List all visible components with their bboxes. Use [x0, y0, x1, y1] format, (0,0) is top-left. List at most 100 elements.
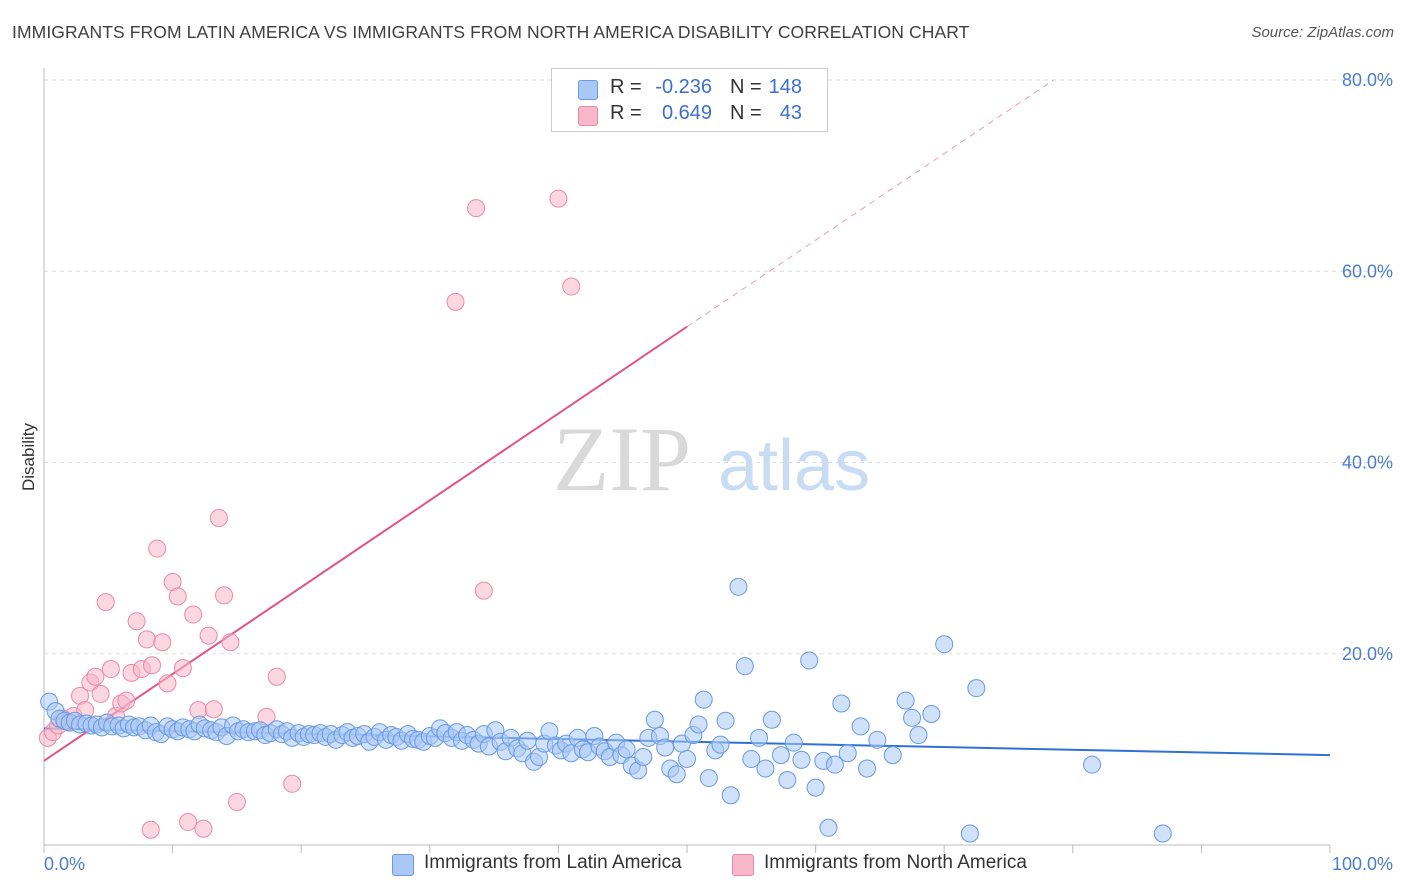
data-point-latin-america — [851, 717, 870, 736]
data-point-latin-america — [896, 691, 915, 710]
grid-lines — [44, 79, 1392, 655]
data-point-latin-america — [868, 730, 887, 749]
data-point-north-america — [209, 508, 228, 527]
legend-r-value: 0.649 — [661, 102, 712, 124]
data-point-north-america — [153, 633, 172, 652]
x-tick-label: 100.0% — [1332, 854, 1393, 874]
data-point-latin-america — [711, 735, 730, 754]
data-point-latin-america — [967, 679, 986, 698]
data-point-north-america — [199, 626, 218, 645]
x-tick-label: 0.0% — [44, 854, 85, 874]
data-point-latin-america — [778, 770, 797, 789]
data-point-latin-america — [832, 694, 851, 713]
data-point-latin-america — [960, 824, 979, 843]
legend-n-label: N = — [730, 102, 762, 124]
data-point-north-america — [96, 593, 115, 612]
data-point-north-america — [91, 684, 110, 703]
legend-swatch-pink — [578, 106, 598, 126]
data-point-north-america — [158, 674, 177, 693]
data-point-north-america — [101, 660, 120, 679]
data-point-north-america — [204, 700, 223, 719]
data-point-latin-america — [667, 765, 686, 784]
legend-swatch-blue — [578, 80, 598, 100]
legend-swatch-pink — [732, 854, 754, 876]
data-point-north-america — [148, 539, 167, 558]
data-point-latin-america — [518, 731, 537, 750]
data-point-latin-america — [935, 635, 954, 654]
legend-r-label: R = — [610, 102, 642, 124]
series-north-america-points — [38, 189, 581, 839]
data-point-north-america — [227, 792, 246, 811]
data-point-latin-america — [858, 759, 877, 778]
data-point-north-america — [168, 587, 187, 606]
data-point-north-america — [283, 774, 302, 793]
legend-row-north-america: R = 0.649 N = 43 — [552, 102, 827, 128]
legend-n-value: 43 — [779, 102, 802, 124]
data-point-latin-america — [903, 708, 922, 727]
data-point-north-america — [467, 199, 486, 218]
data-point-north-america — [221, 633, 240, 652]
data-point-latin-america — [699, 769, 718, 788]
trend-line-north-america-extension — [686, 79, 1054, 328]
watermark: ZIP atlas — [553, 408, 870, 510]
data-point-north-america — [474, 581, 493, 600]
data-point-latin-america — [883, 746, 902, 765]
data-point-latin-america — [800, 651, 819, 670]
legend-r-value: -0.236 — [655, 76, 712, 98]
data-point-latin-america — [825, 755, 844, 774]
data-point-latin-america — [756, 759, 775, 778]
data-point-latin-america — [729, 577, 748, 596]
legend-r-label: R = — [610, 76, 642, 98]
trend-line-north-america — [43, 325, 688, 762]
y-tick-label: 20.0% — [1342, 644, 1393, 664]
chart-title: IMMIGRANTS FROM LATIN AMERICA VS IMMIGRA… — [12, 22, 970, 42]
data-point-latin-america — [721, 786, 740, 805]
data-point-north-america — [446, 292, 465, 311]
y-tick-label: 80.0% — [1342, 70, 1393, 90]
data-point-latin-america — [678, 749, 696, 768]
data-point-latin-america — [645, 710, 664, 729]
data-point-north-america — [194, 819, 213, 838]
data-point-latin-america — [784, 733, 803, 752]
data-point-latin-america — [694, 690, 713, 709]
legend-label: Immigrants from North America — [764, 852, 1027, 873]
data-point-north-america — [127, 612, 146, 631]
data-point-latin-america — [922, 704, 941, 723]
data-point-latin-america — [838, 744, 857, 763]
data-point-latin-america — [656, 738, 675, 757]
data-point-latin-america — [689, 715, 708, 734]
data-point-latin-america — [750, 728, 769, 747]
data-point-latin-america — [762, 710, 781, 729]
data-point-latin-america — [634, 748, 653, 767]
y-tick-label: 60.0% — [1342, 261, 1393, 281]
legend-n-value: 148 — [768, 76, 802, 98]
data-point-latin-america — [742, 749, 761, 768]
data-point-latin-america — [716, 711, 735, 730]
data-point-latin-america — [771, 746, 790, 765]
y-tick-label: 40.0% — [1342, 453, 1393, 473]
data-point-north-america — [215, 586, 234, 605]
data-point-north-america — [141, 820, 160, 839]
data-point-latin-america — [735, 657, 754, 676]
data-point-north-america — [117, 691, 136, 710]
data-point-latin-america — [617, 740, 636, 759]
watermark-zip: ZIP — [553, 408, 691, 510]
tick-labels: 20.0% 40.0% 60.0% 80.0% 0.0% 100.0% Disability — [19, 70, 1393, 874]
axes — [43, 68, 1331, 853]
data-point-north-america — [562, 277, 581, 296]
data-point-latin-america — [819, 818, 838, 837]
data-point-north-america — [173, 659, 192, 678]
data-point-north-america — [267, 667, 286, 686]
data-point-latin-america — [1153, 824, 1172, 843]
correlation-legend: R = -0.236 N = 148 R = 0.649 N = 43 — [551, 68, 828, 132]
data-point-latin-america — [806, 778, 825, 797]
legend-label: Immigrants from Latin America — [424, 852, 682, 873]
data-point-north-america — [549, 189, 568, 208]
source-note: Source: ZipAtlas.com — [1251, 24, 1394, 41]
data-point-north-america — [184, 605, 203, 624]
data-point-north-america — [143, 656, 162, 675]
series-latin-america-points — [40, 577, 1172, 843]
legend-n-label: N = — [730, 76, 762, 98]
legend-swatch-blue — [392, 854, 414, 876]
